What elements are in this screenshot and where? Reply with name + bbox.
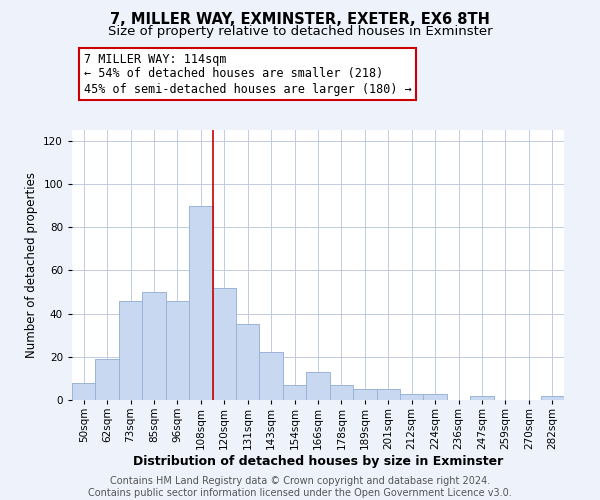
Bar (283, 385, 306, 400)
Bar (119, 300, 142, 400)
Bar (259, 352, 283, 400)
Bar (212, 288, 236, 400)
Text: Contains HM Land Registry data © Crown copyright and database right 2024.
Contai: Contains HM Land Registry data © Crown c… (88, 476, 512, 498)
Bar (353, 389, 377, 400)
Bar (424, 394, 447, 400)
Text: 7, MILLER WAY, EXMINSTER, EXETER, EX6 8TH: 7, MILLER WAY, EXMINSTER, EXETER, EX6 8T… (110, 12, 490, 28)
Bar (166, 300, 189, 400)
Bar (377, 389, 400, 400)
Bar (330, 385, 353, 400)
Bar (470, 396, 494, 400)
Bar (306, 372, 330, 400)
Bar (72, 382, 95, 400)
X-axis label: Distribution of detached houses by size in Exminster: Distribution of detached houses by size … (133, 454, 503, 468)
Text: 7 MILLER WAY: 114sqm
← 54% of detached houses are smaller (218)
45% of semi-deta: 7 MILLER WAY: 114sqm ← 54% of detached h… (84, 52, 412, 96)
Text: Size of property relative to detached houses in Exminster: Size of property relative to detached ho… (107, 25, 493, 38)
Bar (189, 206, 212, 400)
Bar (400, 394, 424, 400)
Bar (236, 324, 259, 400)
Bar (142, 292, 166, 400)
Y-axis label: Number of detached properties: Number of detached properties (25, 172, 38, 358)
Bar (541, 396, 564, 400)
Bar (95, 359, 119, 400)
